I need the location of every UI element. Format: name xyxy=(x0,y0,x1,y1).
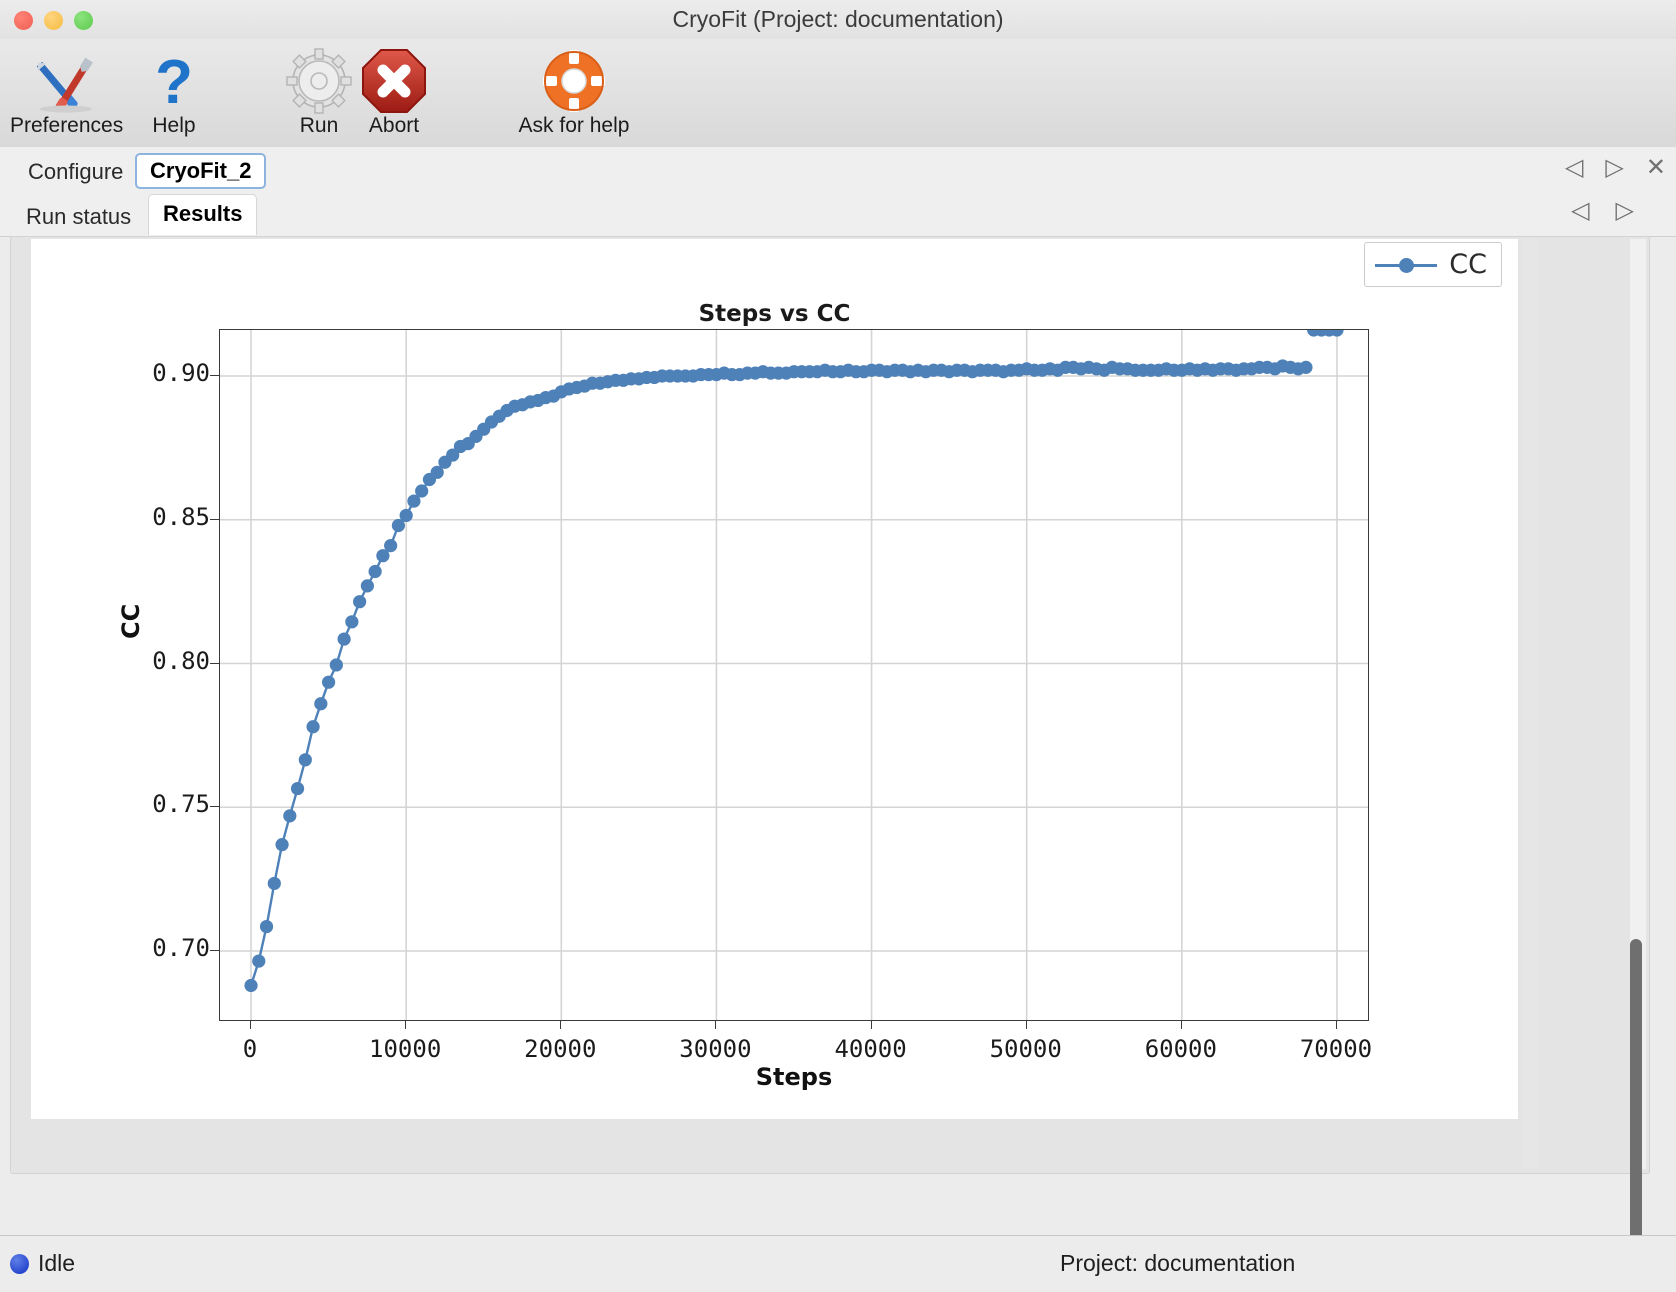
y-tick-label: 0.85 xyxy=(152,502,210,531)
x-tick-label: 0 xyxy=(242,1035,258,1063)
svg-text:?: ? xyxy=(155,48,193,115)
x-tick-label: 40000 xyxy=(834,1035,907,1063)
chart-series-layer xyxy=(220,330,1368,1020)
main-toolbar: Preferences ? Help xyxy=(0,39,1676,148)
chart-legend: CC xyxy=(1364,242,1502,287)
x-tick-mark xyxy=(560,1020,562,1029)
y-tick-mark xyxy=(210,518,219,520)
status-bar: Idle Project: documentation xyxy=(0,1235,1676,1292)
primary-tab-bar: Configure CryoFit_2 ◁ ▷ ✕ xyxy=(0,147,1676,193)
y-tick-mark xyxy=(210,662,219,664)
status-state-label: Idle xyxy=(38,1250,76,1276)
secondary-tab-controls: ◁ ▷ xyxy=(1571,198,1634,222)
y-axis-label: CC xyxy=(117,603,145,639)
primary-tab-controls: ◁ ▷ ✕ xyxy=(1565,155,1666,179)
chart-plot-area xyxy=(219,329,1369,1021)
vertical-scrollbar-track[interactable] xyxy=(1630,239,1646,1292)
chart-title: Steps vs CC xyxy=(698,301,851,327)
status-project-label: Project: documentation xyxy=(1060,1250,1296,1276)
window-titlebar: CryoFit (Project: documentation) xyxy=(0,0,1676,40)
panel-gutter xyxy=(1521,239,1539,1169)
toolbar-button-abort[interactable]: Abort xyxy=(338,45,450,138)
tools-icon xyxy=(10,45,122,117)
toolbar-label-run: Run xyxy=(299,114,339,137)
x-tick-mark xyxy=(715,1020,717,1029)
prev-arrow-icon[interactable]: ◁ xyxy=(1571,196,1590,224)
x-tick-label: 20000 xyxy=(524,1035,597,1063)
tab-cryofit-2[interactable]: CryoFit_2 xyxy=(135,153,267,189)
x-tick-mark xyxy=(1025,1020,1027,1029)
x-tick-label: 70000 xyxy=(1299,1035,1373,1063)
lifebuoy-icon xyxy=(518,45,630,117)
x-tick-label: 60000 xyxy=(1144,1035,1217,1063)
x-tick-label: 30000 xyxy=(679,1035,752,1063)
x-tick-mark xyxy=(1180,1020,1182,1029)
close-window-button[interactable] xyxy=(14,11,33,30)
vertical-scrollbar-thumb[interactable] xyxy=(1630,939,1642,1292)
tab-configure[interactable]: Configure xyxy=(28,159,124,184)
x-axis-label: Steps xyxy=(755,1063,833,1091)
window-title: CryoFit (Project: documentation) xyxy=(672,6,1004,32)
y-tick-label: 0.80 xyxy=(152,646,210,675)
question-mark-icon: ? xyxy=(118,45,230,117)
x-tick-mark xyxy=(405,1020,407,1029)
y-tick-label: 0.70 xyxy=(152,934,210,962)
toolbar-button-ask-for-help[interactable]: Ask for help xyxy=(518,45,630,138)
next-arrow-icon[interactable]: ▷ xyxy=(1615,196,1634,224)
gear-icon xyxy=(263,45,375,117)
x-tick-label: 50000 xyxy=(989,1035,1062,1063)
x-tick-mark xyxy=(870,1020,872,1029)
y-tick-mark xyxy=(210,950,219,951)
stop-x-icon xyxy=(338,45,450,117)
legend-label-cc: CC xyxy=(1449,249,1487,280)
toolbar-button-run[interactable]: Run xyxy=(263,45,375,138)
steps-vs-cc-chart: CC Steps vs CC 0.70 0.75 0.80 0.85 0.90 0 1000… xyxy=(31,239,1518,1119)
minimize-window-button[interactable] xyxy=(44,11,63,30)
results-panel: CC Steps vs CC 0.70 0.75 0.80 0.85 0.90 0 1000… xyxy=(10,236,1650,1292)
x-tick-mark xyxy=(1335,1020,1337,1029)
toolbar-button-help[interactable]: ? Help xyxy=(118,45,230,138)
x-tick-mark xyxy=(250,1020,252,1029)
window-controls xyxy=(14,11,93,30)
y-tick-label: 0.90 xyxy=(152,359,210,387)
x-tick-label: 10000 xyxy=(369,1035,442,1063)
y-tick-label: 0.75 xyxy=(152,790,210,819)
secondary-tab-bar: Run status Results ◁ ▷ xyxy=(0,192,1676,237)
toolbar-label-ask-for-help: Ask for help xyxy=(518,114,630,137)
y-tick-mark xyxy=(210,806,219,808)
prev-arrow-icon[interactable]: ◁ xyxy=(1564,153,1584,181)
plot-canvas: CC Steps vs CC 0.70 0.75 0.80 0.85 0.90 0 1000… xyxy=(31,239,1518,1119)
next-arrow-icon[interactable]: ▷ xyxy=(1605,153,1624,181)
toolbar-label-abort: Abort xyxy=(368,114,420,137)
tab-results[interactable]: Results xyxy=(148,194,258,235)
toolbar-label-help: Help xyxy=(152,114,196,137)
maximize-window-button[interactable] xyxy=(74,11,93,30)
legend-marker-cc xyxy=(1375,255,1438,275)
y-tick-mark xyxy=(210,375,219,376)
close-x-icon[interactable]: ✕ xyxy=(1645,153,1666,181)
toolbar-button-preferences[interactable]: Preferences xyxy=(10,45,124,138)
status-indicator-icon xyxy=(10,1254,29,1274)
tab-run-status[interactable]: Run status xyxy=(26,204,132,229)
toolbar-label-preferences: Preferences xyxy=(10,114,124,137)
